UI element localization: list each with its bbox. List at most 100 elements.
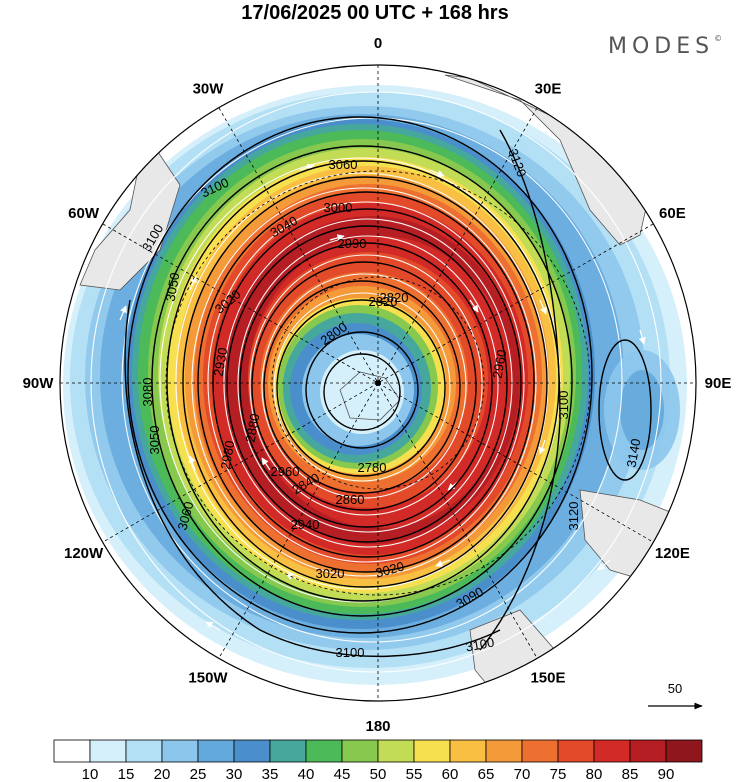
colorbar-swatch [233,739,271,763]
colorbar-tick-label: 70 [514,766,531,782]
antarctica-outline [339,371,401,421]
colorbar-tick-label: 15 [118,766,135,782]
longitude-labels: 0 30E 60E 90E 120E 150E 180 150W 120W 90W 60W 30W [23,35,732,735]
contour-label: 3060 [175,500,197,532]
colorbar-tick-labels: 10 15 20 25 30 35 40 45 50 55 60 65 70 75 80 85 90 [82,766,675,782]
colorbar-swatch [161,739,199,763]
streamline [90,91,662,673]
streamline [249,254,483,516]
colorbar-tick-label: 75 [550,766,567,782]
colorbar-tick-label: 40 [298,766,315,782]
colorbar-swatch [485,739,523,763]
stream-arrow [299,163,315,171]
stream-arrow [261,457,271,471]
height-contour [226,225,508,543]
lon-150w-label: 150W [188,669,228,686]
stream-arrow [539,299,547,315]
meridian-60w-120e [102,223,654,543]
stream-arrow [329,234,345,242]
streamline [191,187,537,577]
contour-label: 3050 [147,426,162,455]
stream-arrow [429,169,445,177]
reference-vector-label: 50 [668,681,682,696]
height-contours [124,116,652,658]
streamline [273,292,451,482]
polar-wind-map: 3060304030002990282028003100310031203050… [23,35,732,735]
colorbar-swatch [53,739,91,763]
height-contour [127,116,593,634]
contour-label: 3000 [324,200,353,215]
colorbar-swatch [89,739,127,763]
meridian-30e-150w [218,107,538,659]
contour-label: 3120 [566,502,581,531]
contour-label: 3060 [329,157,358,172]
colorbar-tick-label: 65 [478,766,495,782]
lon-180-label: 180 [365,718,390,735]
contour-label: 2930 [211,346,231,377]
contour-label: 3020 [374,559,406,581]
stream-arrow [638,329,646,345]
stream-arrow [538,439,546,455]
lon-60e-label: 60E [659,205,686,222]
colorbar-tick-label: 80 [586,766,603,782]
colorbar-tick-label: 20 [154,766,171,782]
contour-label: 2820 [369,294,398,309]
colorbar-swatch [269,739,307,763]
colorbar-tick-label: 35 [262,766,279,782]
colorbar-tick-label: 90 [658,766,675,782]
colorbar-swatches [53,739,703,763]
stream-arrow [189,275,197,291]
stream-arrow [119,305,127,321]
colorbar-swatch [197,739,235,763]
height-contour [197,191,535,573]
africa-landmass [444,74,651,246]
map-title: 17/06/2025 00 UTC + 168 hrs [241,2,509,24]
colorbar-swatch [125,739,163,763]
brand-text: MODES [608,34,715,59]
lon-30e-label: 30E [535,81,562,98]
contour-label: 2960 [490,348,510,379]
contour-label: 3080 [140,378,155,407]
colorbar-swatch [629,739,667,763]
height-contour [598,339,652,481]
colorbar-swatch [449,739,487,763]
colorbar-swatch [413,739,451,763]
colorbar-swatch [521,739,559,763]
contour-label: 3050 [163,271,183,302]
streamline [207,201,525,563]
height-contour [276,299,446,477]
contour-label: 2940 [291,517,320,532]
meridian-60e-120w [102,223,654,543]
lon-120e-label: 120E [655,545,690,562]
contour-label: 2860 [336,492,365,507]
streamline [261,273,467,499]
contour-label: 3100 [556,391,571,420]
height-contour [479,129,561,651]
contour-label: 3100 [336,645,365,660]
height-contour [151,145,573,617]
stream-arrow [435,559,451,567]
contour-label: 3100 [464,635,495,655]
height-contour [263,280,461,494]
colorbar-swatch [665,739,703,763]
lon-30w-label: 30W [193,81,225,98]
streamline [237,235,499,533]
stream-arrow [597,559,611,571]
contour-label: 2820 [380,290,409,305]
stream-arrow [469,299,479,313]
lon-90w-label: 90W [23,375,55,392]
modes-logo: MODES© [608,34,722,59]
contour-label: 2780 [358,460,387,475]
wind-speed-field [60,65,696,701]
lon-120w-label: 120W [64,545,104,562]
colorbar-tick-label: 85 [622,766,639,782]
meridian-30w-150e [218,107,538,659]
colorbar-tick-label: 45 [334,766,351,782]
contour-label: 3020 [316,566,345,581]
height-contour [305,331,419,449]
colorbar-tick-label: 25 [190,766,207,782]
contour-label: 2960 [271,464,300,479]
height-contour [182,176,548,588]
lon-150e-label: 150E [530,669,565,686]
colorbar-tick-label: 10 [82,766,99,782]
